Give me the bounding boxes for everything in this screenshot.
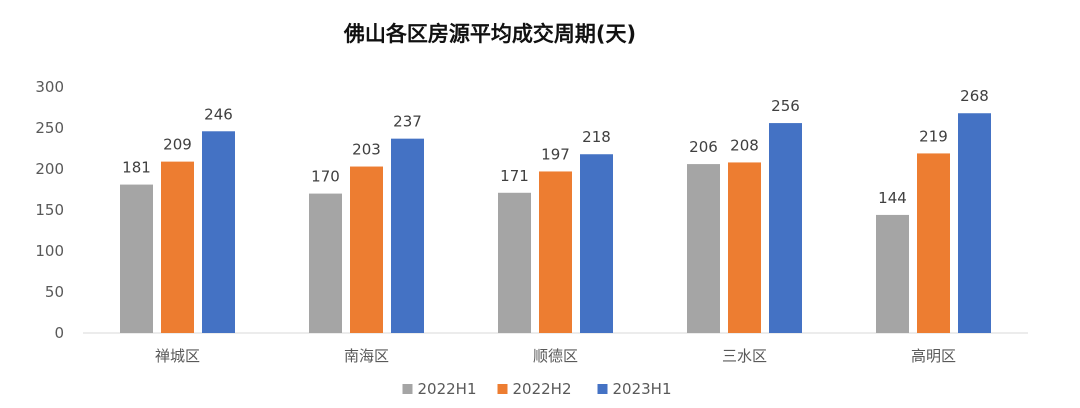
data-label: 203 [352, 141, 381, 159]
legend-swatch [402, 384, 413, 394]
legend-label: 2023H1 [613, 380, 672, 398]
chart-title: 佛山各区房源平均成交周期(天) [343, 22, 637, 46]
bar [687, 164, 720, 333]
y-tick-label: 150 [35, 201, 64, 219]
bar [202, 131, 235, 333]
bar [728, 162, 761, 333]
y-tick-label: 250 [35, 119, 64, 137]
legend-item: 2022H1 [402, 380, 477, 398]
bar [539, 171, 572, 333]
legend-item: 2022H2 [497, 380, 572, 398]
data-label: 171 [500, 167, 529, 185]
bar [309, 193, 342, 333]
bars-layer [120, 113, 991, 334]
bar [120, 184, 153, 333]
x-tick-label: 南海区 [344, 347, 389, 365]
legend-label: 2022H1 [418, 380, 477, 398]
data-label: 144 [878, 189, 907, 207]
data-label: 181 [122, 159, 151, 177]
y-tick-label: 300 [35, 78, 64, 96]
bar [917, 153, 950, 333]
data-label: 197 [541, 145, 570, 163]
data-label: 237 [393, 113, 422, 131]
bar [391, 138, 424, 333]
data-label: 206 [689, 138, 718, 156]
x-tick-label: 禅城区 [155, 347, 200, 365]
labels-layer: 181 209 246 170 203 237 171 197 218 206 208 256 144 2… [122, 87, 989, 207]
data-label: 256 [771, 97, 800, 115]
data-label: 268 [960, 87, 989, 105]
data-label: 170 [311, 168, 340, 186]
bar [161, 161, 194, 333]
bar [876, 214, 909, 333]
x-tick-label: 三水区 [722, 347, 767, 365]
bar [580, 154, 613, 333]
legend-label: 2022H2 [513, 380, 572, 398]
legend-item: 2023H1 [597, 380, 672, 398]
x-tick-label: 高明区 [911, 347, 956, 365]
axis-layer: 0 50 100 150 200 250 300 禅城区 南海区 顺德区 三水区 高明区 [35, 78, 1028, 365]
data-label: 246 [204, 105, 233, 123]
data-label: 209 [163, 136, 192, 154]
y-tick-label: 0 [54, 324, 64, 342]
bar [769, 123, 802, 333]
y-tick-label: 50 [45, 283, 64, 301]
legend-swatch [497, 384, 508, 394]
legend: 2022H1 2022H2 2023H1 [402, 380, 672, 398]
x-tick-label: 顺德区 [533, 347, 578, 365]
legend-swatch [597, 384, 608, 394]
y-tick-label: 200 [35, 160, 64, 178]
data-label: 218 [582, 128, 611, 146]
bar [958, 113, 991, 334]
bar [350, 166, 383, 333]
data-label: 219 [919, 127, 948, 145]
bar [498, 192, 531, 333]
y-tick-label: 100 [35, 242, 64, 260]
data-label: 208 [730, 136, 759, 154]
